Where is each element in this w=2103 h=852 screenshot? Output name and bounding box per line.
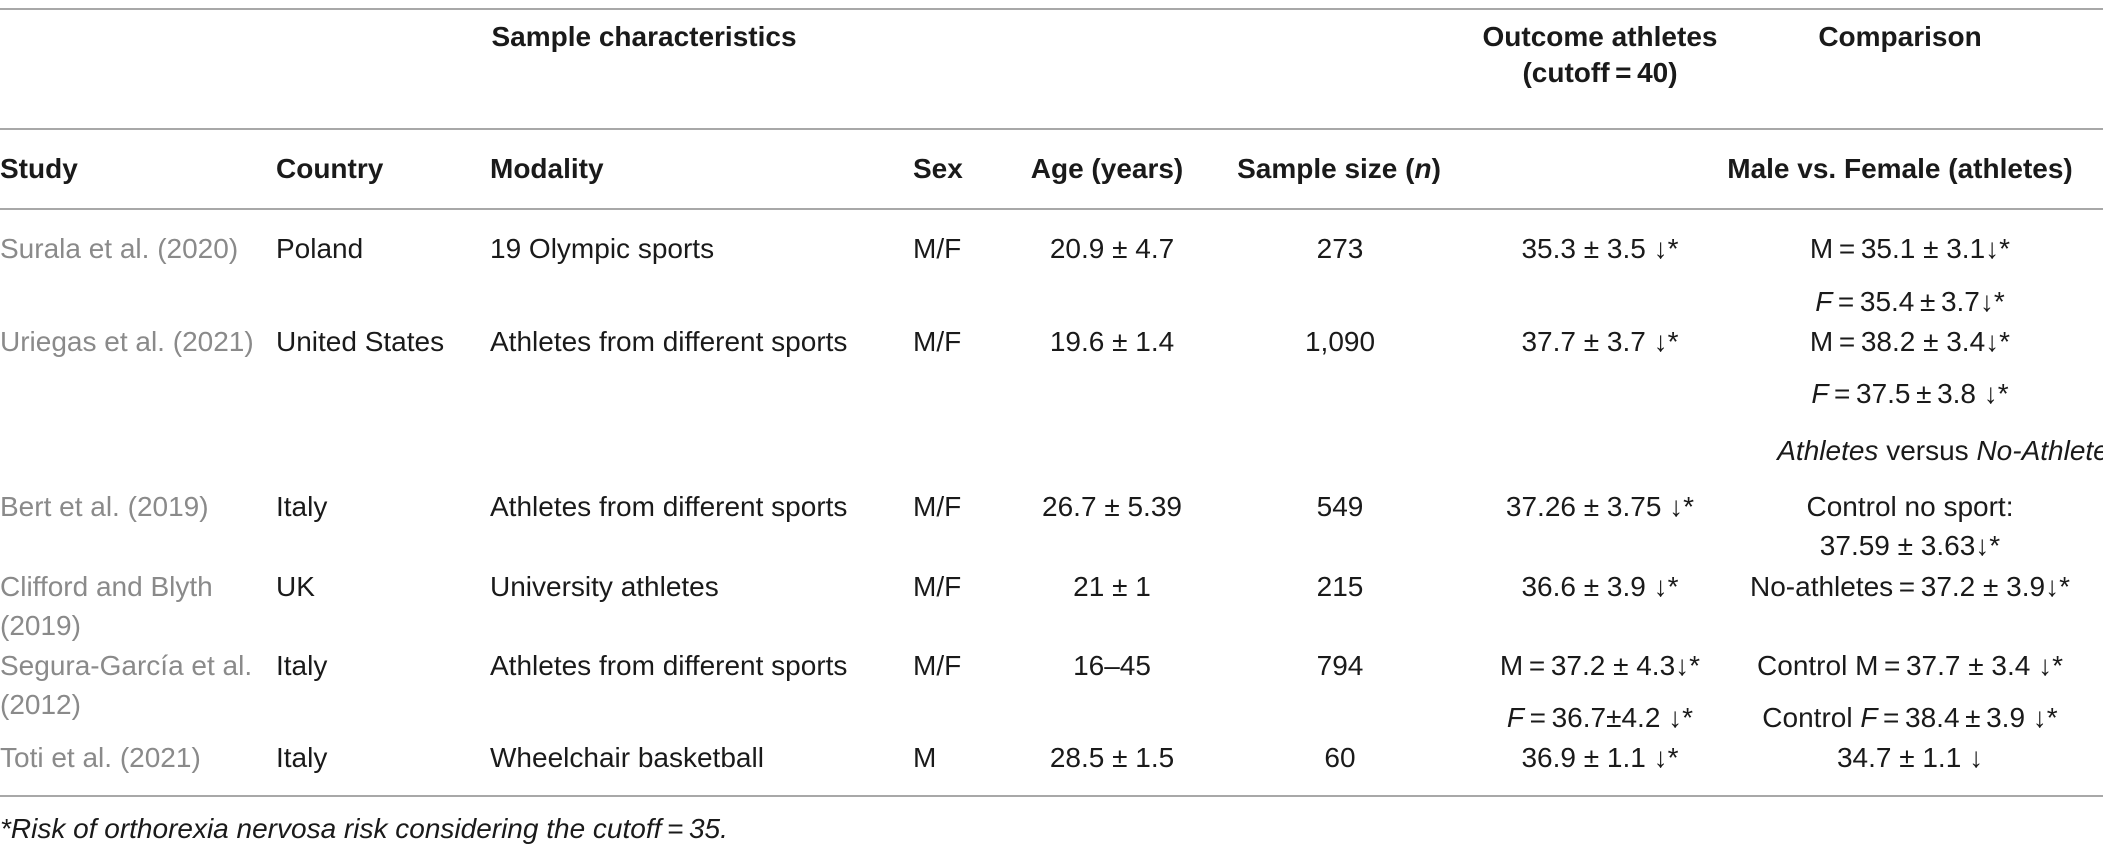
group-header-outcome-line2: (cutoff = 40) [1522, 57, 1678, 88]
cell-age: 28.5 ± 1.5 [1049, 742, 1175, 773]
cell-sample-size: 215 [1316, 571, 1364, 602]
cell-age: 21 ± 1 [1073, 571, 1151, 602]
cell-comparison: No-athletes = 37.2 ± 3.9↓* [1750, 571, 2070, 602]
cell-age: 16–45 [1073, 650, 1151, 681]
cell-outcome: 37.26 ± 3.75 ↓* [1505, 491, 1695, 522]
group-header-outcome-line1: Outcome athletes [1482, 21, 1718, 52]
cell-sample-size: 60 [1324, 742, 1356, 773]
column-rule [0, 208, 2103, 210]
cell-comparison-female: F = 35.4 ± 3.7↓* [1815, 286, 2005, 317]
cell-age: 19.6 ± 1.4 [1049, 326, 1175, 357]
cell-study: Clifford and Blyth [0, 571, 213, 602]
cell-outcome: 36.6 ± 3.9 ↓* [1521, 571, 1679, 602]
header-rule [0, 128, 2103, 130]
cell-country: Poland [276, 233, 364, 264]
cell-age: 26.7 ± 5.39 [1042, 491, 1182, 522]
col-header-country: Country [276, 153, 384, 184]
subheader-athletes-vs-no-athletes: Athletes versus No-Athletes [1777, 435, 2103, 466]
cell-sex: M/F [913, 491, 962, 522]
col-header-age: Age (years) [1030, 153, 1184, 184]
col-header-sex: Sex [913, 153, 963, 184]
cell-study: Surala et al. (2020) [0, 233, 239, 264]
cell-comparison: M = 38.2 ± 3.4↓* [1809, 326, 2011, 357]
cell-modality: Athletes from different sports [490, 326, 848, 357]
cell-modality: Athletes from different sports [490, 650, 848, 681]
group-header-comparison: Comparison [1818, 21, 1982, 52]
cell-outcome: 37.7 ± 3.7 ↓* [1521, 326, 1679, 357]
cell-country: Italy [276, 491, 328, 522]
cell-comparison: 34.7 ± 1.1 ↓ [1836, 742, 1984, 773]
cell-sample-size: 273 [1316, 233, 1364, 264]
cell-modality: Athletes from different sports [490, 491, 848, 522]
cell-sample-size: 1,090 [1304, 326, 1376, 357]
cell-outcome-female: F = 36.7±4.2 ↓* [1506, 702, 1694, 733]
cell-study-year: (2019) [0, 610, 81, 641]
cell-outcome: 35.3 ± 3.5 ↓* [1521, 233, 1679, 264]
cell-sex: M/F [913, 326, 962, 357]
cell-sample-size: 549 [1316, 491, 1364, 522]
cell-country: Italy [276, 742, 328, 773]
cell-modality: Wheelchair basketball [490, 742, 764, 773]
cell-sample-size: 794 [1316, 650, 1364, 681]
cell-modality: University athletes [490, 571, 719, 602]
cell-study-year: (2012) [0, 689, 81, 720]
cell-study: Bert et al. (2019) [0, 491, 209, 522]
cell-country: Italy [276, 650, 328, 681]
col-header-study: Study [0, 153, 78, 184]
cell-comparison: M = 35.1 ± 3.1↓* [1809, 233, 2011, 264]
cell-country: UK [276, 571, 315, 602]
cell-comparison-value: 37.59 ± 3.63↓* [1819, 530, 2001, 561]
col-header-sample-size: Sample size (n) [1237, 153, 1441, 184]
cell-outcome: M = 37.2 ± 4.3↓* [1499, 650, 1701, 681]
cell-sex: M/F [913, 233, 962, 264]
cell-study: Uriegas et al. (2021) [0, 326, 254, 357]
cell-study: Segura-García et al. [0, 650, 253, 681]
cell-age: 20.9 ± 4.7 [1049, 233, 1175, 264]
table-footnote: *Risk of orthorexia nervosa risk conside… [0, 813, 728, 844]
cell-sex: M [913, 742, 937, 773]
cell-modality: 19 Olympic sports [490, 233, 715, 264]
cell-comparison: Control no sport: [1806, 491, 2014, 522]
cell-comparison-female: F = 37.5 ± 3.8 ↓* [1811, 378, 2009, 409]
table-bottom-rule [0, 795, 2103, 797]
col-header-modality: Modality [490, 153, 604, 184]
cell-sex: M/F [913, 571, 962, 602]
cell-comparison-female: Control F = 38.4 ± 3.9 ↓* [1762, 702, 2058, 733]
cell-comparison: Control M = 37.7 ± 3.4 ↓* [1757, 650, 2063, 681]
cell-country: United States [276, 326, 445, 357]
table-top-rule [0, 8, 2103, 10]
cell-sex: M/F [913, 650, 962, 681]
col-header-comparison: Male vs. Female (athletes) [1727, 153, 2073, 184]
group-header-sample: Sample characteristics [491, 21, 797, 52]
cell-outcome: 36.9 ± 1.1 ↓* [1521, 742, 1679, 773]
cell-study: Toti et al. (2021) [0, 742, 201, 773]
